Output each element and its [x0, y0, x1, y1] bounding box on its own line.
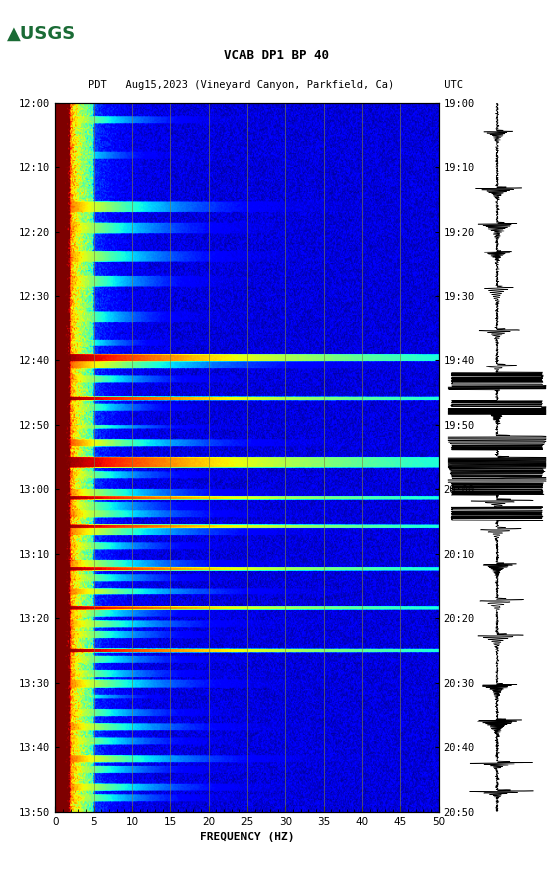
Text: VCAB DP1 BP 40: VCAB DP1 BP 40 [224, 49, 328, 62]
Text: ▲USGS: ▲USGS [7, 24, 77, 43]
Text: PDT   Aug15,2023 (Vineyard Canyon, Parkfield, Ca)        UTC: PDT Aug15,2023 (Vineyard Canyon, Parkfie… [88, 79, 464, 90]
X-axis label: FREQUENCY (HZ): FREQUENCY (HZ) [200, 832, 294, 842]
